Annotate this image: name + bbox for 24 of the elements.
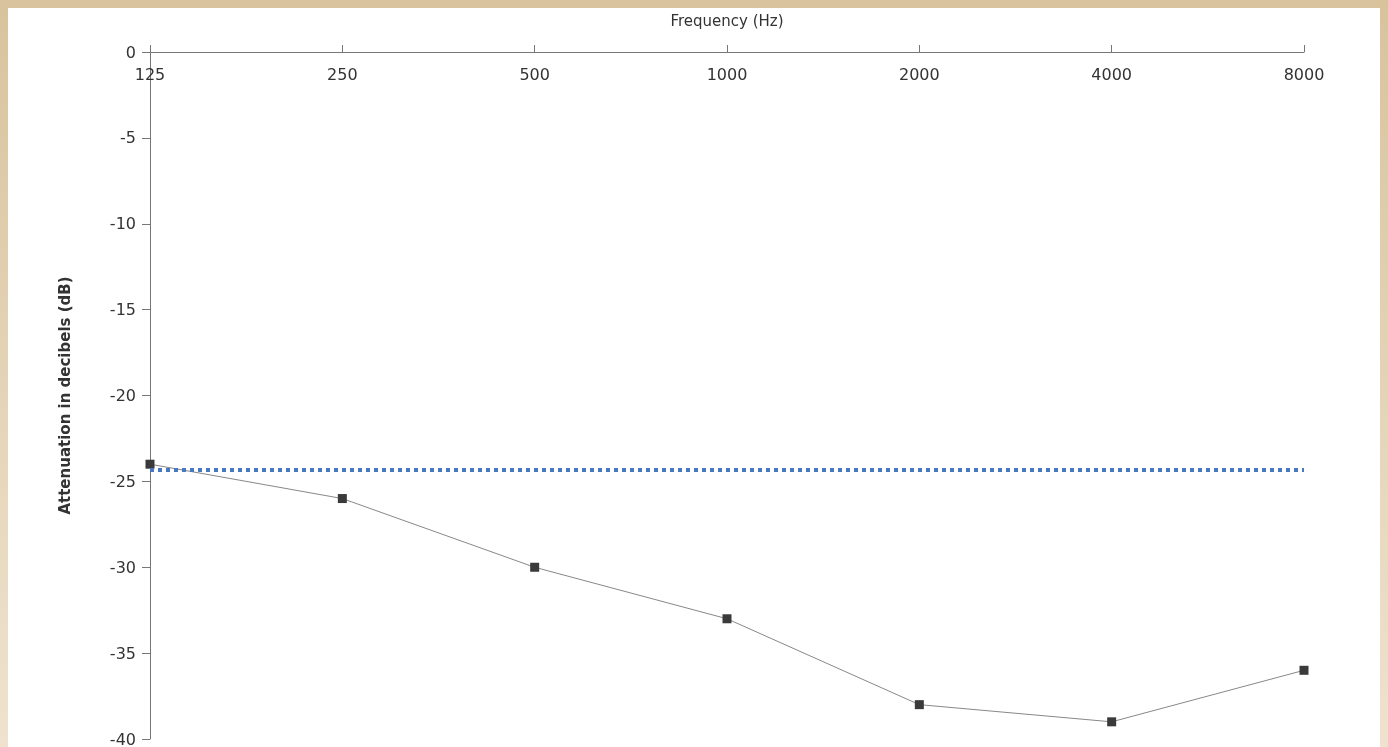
point (530, 562, 540, 572)
point (722, 614, 732, 624)
x-tick-label: 250 (327, 64, 358, 84)
x-tick-label: 2000 (898, 64, 940, 84)
y-tick-label: -30 (109, 557, 136, 577)
point (1299, 665, 1309, 675)
y-tick-label: 0 (125, 42, 136, 62)
y-tick-label: -10 (109, 214, 136, 234)
y-tick-label: -20 (109, 386, 136, 405)
x-tick-label: 1000 (706, 64, 748, 84)
point (1107, 717, 1117, 727)
y-tick-label: -40 (109, 729, 136, 747)
x-tick-label: 4000 (1091, 64, 1133, 84)
x-axis-title: Frequency (Hz) (670, 11, 784, 30)
y-axis-title: Attenuation in decibels (dB) (55, 276, 74, 515)
point (145, 459, 155, 469)
y-tick-label: -5 (120, 128, 136, 148)
point (337, 494, 347, 504)
x-tick-label: 8000 (1283, 64, 1325, 84)
y-tick-label: -15 (109, 300, 136, 320)
x-tick-label: 500 (519, 64, 550, 84)
point (914, 700, 924, 710)
y-tick-label: -25 (109, 471, 136, 491)
y-tick-label: -35 (109, 643, 136, 663)
